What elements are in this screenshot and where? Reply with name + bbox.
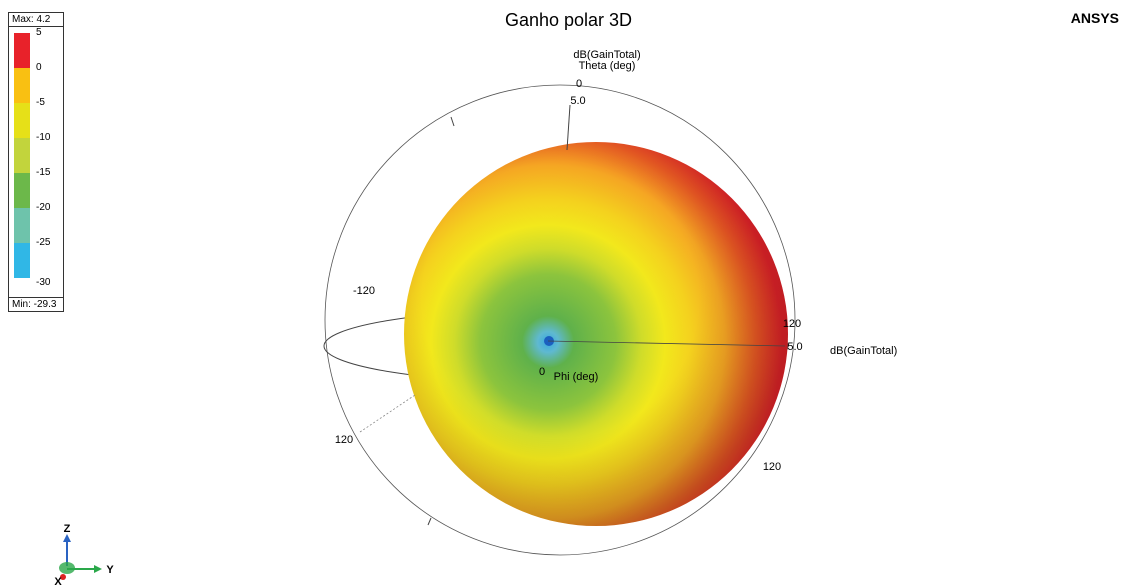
y-arrowhead [94, 565, 102, 573]
legend-min: Min: -29.3 [8, 297, 64, 312]
lower-left-120-label: 120 [335, 434, 353, 446]
legend-tick: -20 [36, 202, 51, 213]
top-quantity-label: dB(GainTotal) [573, 49, 640, 61]
z-label: Z [64, 523, 71, 535]
legend-swatch-4 [14, 173, 30, 208]
phi-axis-line [547, 340, 786, 347]
legend-swatch-6 [14, 243, 30, 278]
triad-origin [59, 562, 75, 574]
theta-label: Theta (deg) [579, 60, 636, 72]
legend-swatch-2 [14, 103, 30, 138]
color-legend: Max: 4.2 5 0 -5 -10 -15 -20 -25 -30 Min:… [8, 12, 64, 312]
theta-axis-line [566, 104, 571, 151]
legend-swatch-0 [14, 33, 30, 68]
x-axis-dot [60, 574, 66, 580]
radiation-shading [404, 142, 788, 526]
y-label: Y [106, 564, 114, 576]
legend-swatch-1 [14, 68, 30, 103]
legend-tick: 5 [36, 27, 42, 38]
legend-colorbar: 5 0 -5 -10 -15 -20 -25 -30 [8, 27, 64, 297]
legend-tick: -15 [36, 167, 51, 178]
theta-radius-label: 5.0 [570, 95, 585, 107]
tick-mark [450, 116, 455, 127]
legend-tick: -5 [36, 97, 45, 108]
right-120-label: 120 [783, 318, 801, 330]
dotted-guide [359, 394, 416, 433]
left-120-label: -120 [353, 285, 375, 297]
theta-zero-label: 0 [576, 78, 582, 90]
x-label: X [54, 576, 62, 587]
tick-mark [427, 517, 432, 526]
legend-tick: 0 [36, 62, 42, 73]
reference-circle [324, 84, 796, 556]
legend-tick: -10 [36, 132, 51, 143]
z-arrowhead [63, 534, 71, 542]
legend-tick: -30 [36, 277, 51, 288]
right-radius-label: 5.0 [787, 341, 802, 353]
legend-tick: -25 [36, 237, 51, 248]
right-quantity-label: dB(GainTotal) [830, 345, 897, 357]
phi-zero-label: 0 [539, 366, 545, 378]
plot-title: Ganho polar 3D [504, 10, 633, 30]
phi-label: Phi (deg) [554, 371, 599, 383]
legend-max: Max: 4.2 [8, 12, 64, 27]
legend-swatch-5 [14, 208, 30, 243]
axis-triad: Z Y X [54, 523, 114, 587]
legend-swatch-3 [14, 138, 30, 173]
lower-right-120-label: 120 [763, 461, 781, 473]
ansys-logo: ANSYS [1070, 10, 1119, 26]
